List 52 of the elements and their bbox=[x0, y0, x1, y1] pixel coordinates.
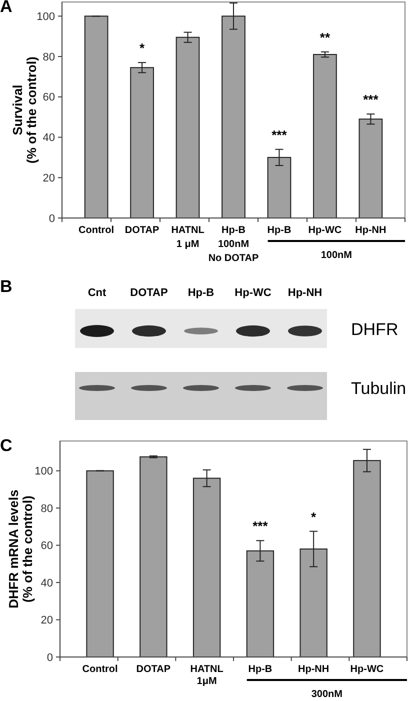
x-tick-label: Hp-B 100nM No DOTAP bbox=[208, 225, 260, 264]
y-tick-label: 60 bbox=[40, 540, 53, 552]
y-axis-title: Survival (% of the control) bbox=[10, 56, 39, 164]
y-tick-label: 60 bbox=[42, 92, 55, 104]
category-label: Hp-WC bbox=[234, 287, 272, 299]
x-tick-label: Control bbox=[78, 225, 114, 236]
category-label: Cnt bbox=[88, 287, 106, 299]
bar bbox=[176, 36, 200, 218]
x-tick-label: HATNL 1 μM bbox=[171, 225, 204, 250]
bar bbox=[140, 456, 168, 658]
bar bbox=[84, 16, 108, 218]
x-tick-label: Control bbox=[82, 664, 118, 675]
y-tick-label: 80 bbox=[40, 502, 53, 515]
x-tick-label: Hp-WC bbox=[350, 664, 384, 675]
bar bbox=[86, 470, 114, 658]
data-label: ** bbox=[320, 30, 331, 45]
y-axis-title: DHFR mRNA levels (% of the control) bbox=[6, 490, 35, 608]
y-tick-label: 100 bbox=[34, 466, 53, 478]
category-label: Hp-NH bbox=[288, 287, 322, 299]
text: Tubulin bbox=[351, 378, 406, 398]
data-label: * bbox=[140, 40, 146, 56]
category-label: DOTAP bbox=[130, 287, 168, 299]
x-tick-label: DOTAP bbox=[136, 664, 171, 675]
category-label: Hp-B bbox=[188, 287, 214, 299]
y-tick-label: 40 bbox=[42, 132, 55, 144]
data-label: *** bbox=[272, 127, 288, 142]
x-tick-label: Hp-B bbox=[248, 664, 272, 675]
x-tick-label: Hp-WC bbox=[308, 225, 342, 236]
x-tick-label: DOTAP bbox=[124, 225, 160, 236]
x-tick-label: Hp-NH bbox=[298, 664, 330, 675]
x-tick-label: Hp-NH bbox=[355, 225, 386, 236]
y-tick-label: 20 bbox=[40, 614, 53, 627]
text: DHFR bbox=[351, 320, 398, 339]
bar bbox=[130, 67, 154, 218]
y-tick-label: 20 bbox=[42, 172, 55, 184]
y-tick-label: 0 bbox=[48, 212, 55, 225]
y-tick-label: 0 bbox=[46, 652, 53, 664]
x-tick-label: HATNL 1μM bbox=[190, 664, 224, 687]
text: B bbox=[0, 277, 12, 296]
data-label: *** bbox=[363, 92, 380, 108]
y-tick-label: 40 bbox=[40, 577, 53, 590]
chart-title: C bbox=[0, 436, 12, 455]
text: 300nM bbox=[311, 689, 342, 700]
x-tick-label: Hp-B bbox=[267, 225, 292, 236]
chart-title: A bbox=[0, 0, 12, 16]
y-tick-label: 100 bbox=[36, 10, 55, 23]
text: 100nM bbox=[320, 250, 352, 261]
data-label: *** bbox=[252, 518, 269, 534]
y-tick-label: 80 bbox=[42, 51, 55, 64]
data-label: * bbox=[311, 509, 318, 524]
bar bbox=[313, 54, 337, 218]
bar bbox=[358, 118, 383, 218]
